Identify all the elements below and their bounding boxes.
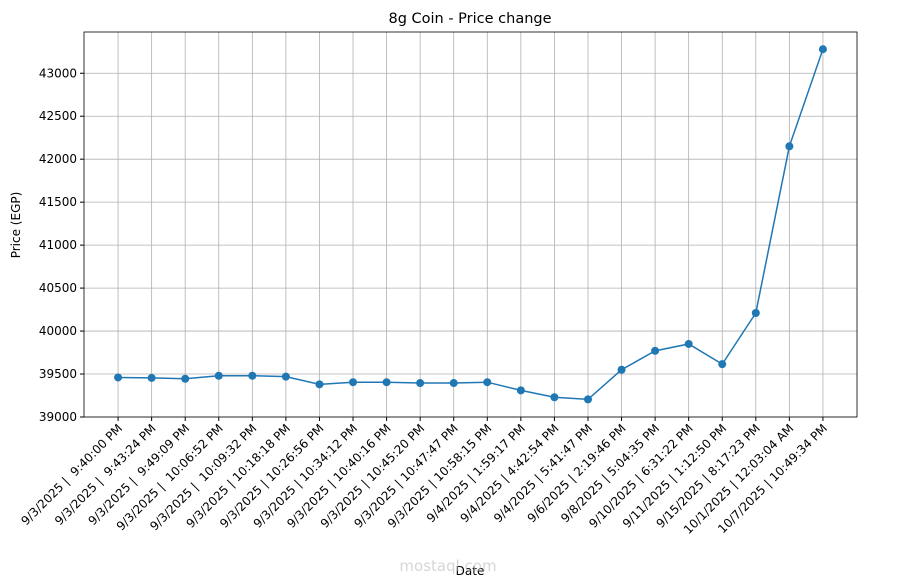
chart-title: 8g Coin - Price change bbox=[388, 11, 551, 27]
point bbox=[617, 365, 626, 374]
point bbox=[449, 379, 458, 388]
y-tick-label: 43000 bbox=[39, 66, 77, 80]
y-tick-label: 41500 bbox=[39, 195, 77, 209]
point bbox=[684, 339, 693, 348]
watermark: mostaql.com bbox=[399, 557, 496, 575]
point bbox=[281, 372, 290, 381]
y-tick-label: 39500 bbox=[39, 367, 77, 381]
point bbox=[181, 374, 190, 383]
point bbox=[147, 373, 156, 382]
y-tick-label: 40000 bbox=[39, 324, 77, 338]
y-tick-label: 42500 bbox=[39, 109, 77, 123]
point bbox=[751, 309, 760, 318]
point bbox=[416, 379, 425, 388]
y-tick-label: 42000 bbox=[39, 152, 77, 166]
point bbox=[349, 378, 358, 387]
point bbox=[114, 373, 123, 382]
y-tick-label: 39000 bbox=[39, 410, 77, 424]
line-series bbox=[118, 48, 824, 401]
point bbox=[785, 142, 794, 151]
y-tick-label: 41000 bbox=[39, 238, 77, 252]
x-axis-label: Date bbox=[456, 564, 485, 578]
point bbox=[550, 393, 559, 402]
plot-frame bbox=[83, 31, 858, 418]
point bbox=[818, 45, 827, 54]
point bbox=[214, 371, 223, 380]
point bbox=[382, 378, 391, 387]
y-tick-label: 40500 bbox=[39, 281, 77, 295]
y-axis-label: Price (EGP) bbox=[9, 192, 23, 259]
point bbox=[583, 395, 592, 404]
point bbox=[248, 371, 257, 380]
point bbox=[718, 360, 727, 369]
point bbox=[651, 346, 660, 355]
point bbox=[516, 386, 525, 395]
point bbox=[483, 378, 492, 387]
point bbox=[315, 380, 324, 389]
